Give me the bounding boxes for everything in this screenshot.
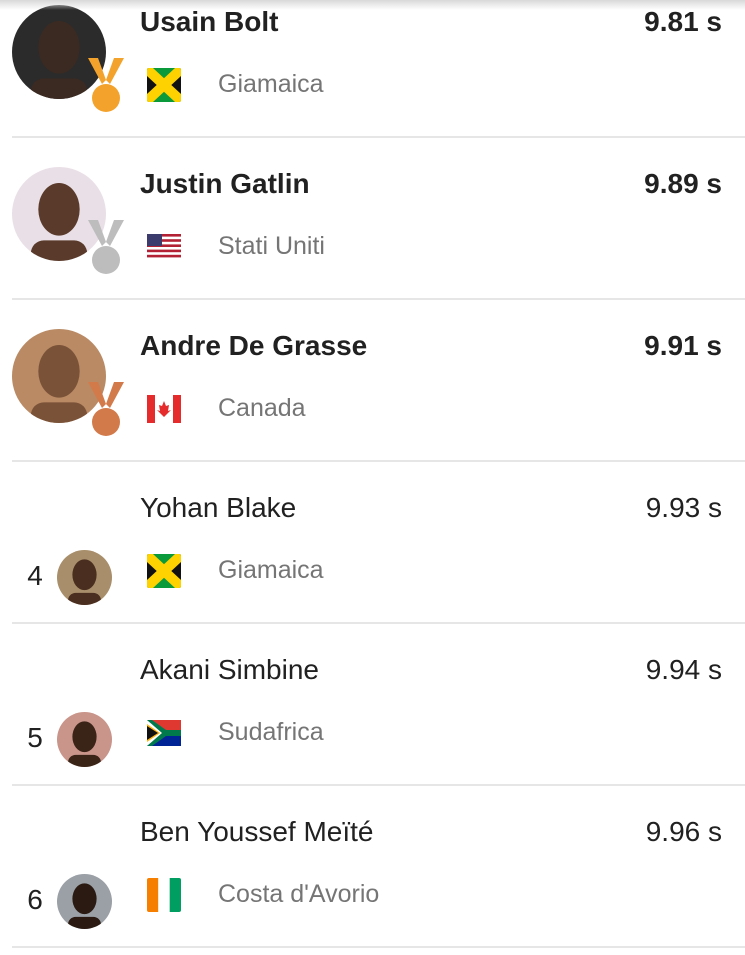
ivory-coast-flag-icon	[147, 878, 181, 912]
rank: 4	[27, 560, 43, 591]
country-name: Stati Uniti	[218, 232, 325, 260]
athlete-avatar	[12, 5, 106, 99]
result-row[interactable]: 5 Akani Simbine 9.94 s Sudafrica	[12, 624, 745, 786]
country-name: Giamaica	[218, 70, 324, 98]
jamaica-flag-icon	[147, 68, 181, 102]
rank: 6	[27, 884, 43, 915]
athlete-name: Akani Simbine	[140, 654, 319, 685]
result-time: 9.93 s	[645, 492, 722, 523]
result-time: 9.96 s	[645, 816, 722, 847]
athlete-name: Ben Youssef Meïté	[140, 816, 374, 847]
result-row[interactable]: 4 Yohan Blake 9.93 s Giamaica	[12, 462, 745, 624]
rank: 5	[27, 722, 43, 753]
bronze-medal-icon	[86, 382, 126, 438]
gold-medal-icon	[86, 58, 126, 114]
athlete-avatar	[57, 550, 112, 605]
result-time: 9.81 s	[644, 6, 722, 37]
athlete-name: Usain Bolt	[140, 6, 279, 37]
country-name: Giamaica	[218, 556, 324, 584]
canada-flag-icon	[147, 392, 181, 426]
athlete-avatar	[12, 329, 106, 423]
result-row[interactable]: Justin Gatlin 9.89 s Stati Uniti	[12, 138, 745, 300]
result-time: 9.89 s	[644, 168, 722, 199]
result-row[interactable]: Andre De Grasse 9.91 s Canada	[12, 300, 745, 462]
top-shadow	[0, 0, 745, 10]
result-row[interactable]: Usain Bolt 9.81 s Giamaica	[12, 0, 745, 138]
athlete-name: Justin Gatlin	[140, 168, 310, 199]
result-time: 9.94 s	[645, 654, 722, 685]
country-name: Canada	[218, 394, 306, 422]
jamaica-flag-icon	[147, 554, 181, 588]
result-row[interactable]: 6 Ben Youssef Meïté 9.96 s Costa d'Avorio	[12, 786, 745, 948]
athlete-avatar	[57, 712, 112, 767]
athlete-avatar	[57, 874, 112, 929]
usa-flag-icon	[147, 230, 181, 264]
athlete-avatar	[12, 167, 106, 261]
country-name: Costa d'Avorio	[218, 880, 380, 908]
athlete-name: Andre De Grasse	[140, 330, 368, 361]
country-name: Sudafrica	[218, 718, 324, 746]
athlete-name: Yohan Blake	[140, 492, 297, 523]
south-africa-flag-icon	[147, 716, 181, 750]
result-time: 9.91 s	[644, 330, 722, 361]
silver-medal-icon	[86, 220, 126, 276]
